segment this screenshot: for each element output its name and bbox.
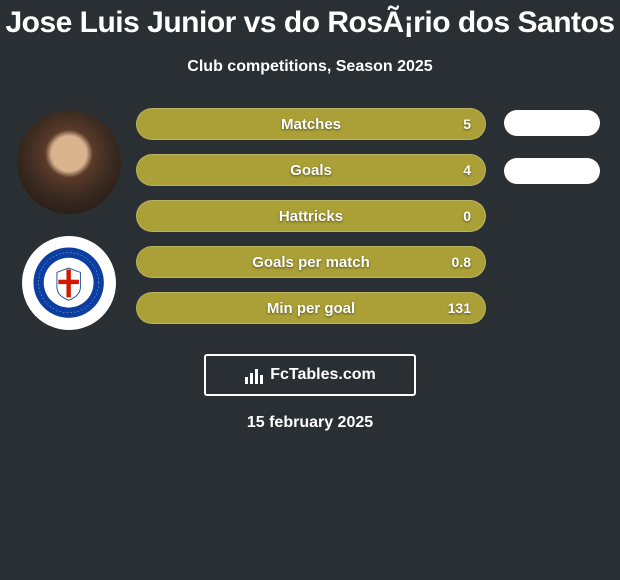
brand-text: FcTables.com [270, 366, 376, 384]
stat-label: Goals per match [252, 254, 370, 271]
stat-label: Goals [290, 162, 332, 179]
stat-bar-gpm: Goals per match 0.8 [136, 246, 486, 278]
stats-column: Matches 5 Goals 4 Hattricks 0 Goals per … [130, 108, 492, 324]
stat-value: 131 [448, 300, 471, 316]
bars-icon [244, 365, 264, 385]
comparison-pill [504, 158, 600, 184]
stat-value: 4 [463, 162, 471, 178]
stat-value: 5 [463, 116, 471, 132]
date-text: 15 february 2025 [247, 414, 373, 432]
stat-value: 0 [463, 208, 471, 224]
stat-bar-hattricks: Hattricks 0 [136, 200, 486, 232]
stat-bar-matches: Matches 5 [136, 108, 486, 140]
brand-box: FcTables.com [204, 354, 416, 396]
comparison-pill [504, 110, 600, 136]
right-column [492, 108, 612, 184]
stat-label: Hattricks [279, 208, 343, 225]
club-badge [22, 236, 116, 330]
infographic-root: Jose Luis Junior vs do RosÃ¡rio dos Sant… [0, 0, 620, 432]
club-badge-svg [32, 246, 105, 319]
stat-bar-goals: Goals 4 [136, 154, 486, 186]
stat-value: 0.8 [452, 254, 471, 270]
left-column [8, 108, 130, 330]
stat-label: Matches [281, 116, 341, 133]
main-row: Matches 5 Goals 4 Hattricks 0 Goals per … [0, 108, 620, 330]
stat-label: Min per goal [267, 300, 355, 317]
footer: FcTables.com 15 february 2025 [0, 354, 620, 432]
subtitle: Club competitions, Season 2025 [0, 58, 620, 76]
player-avatar [17, 110, 121, 214]
page-title: Jose Luis Junior vs do RosÃ¡rio dos Sant… [0, 6, 620, 40]
stat-bar-mpg: Min per goal 131 [136, 292, 486, 324]
